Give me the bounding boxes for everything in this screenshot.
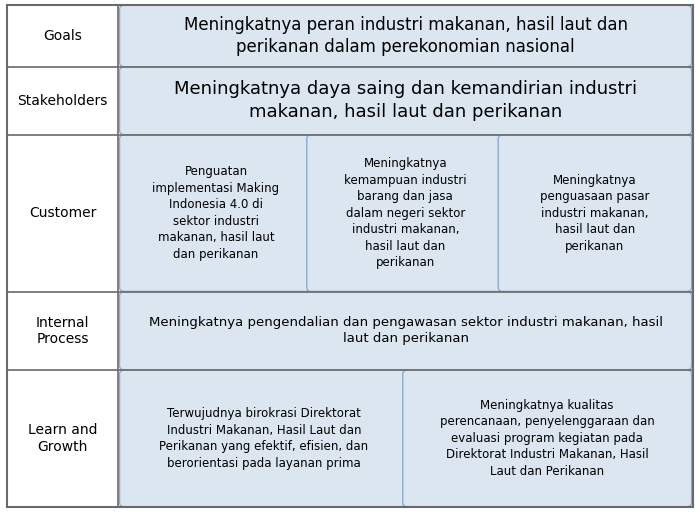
Text: Meningkatnya daya saing dan kemandirian industri
makanan, hasil laut dan perikan: Meningkatnya daya saing dan kemandirian … xyxy=(174,80,637,121)
Text: Meningkatnya peran industri makanan, hasil laut dan
perikanan dalam perekonomian: Meningkatnya peran industri makanan, has… xyxy=(183,15,628,56)
Text: Terwujudnya birokrasi Direktorat
Industri Makanan, Hasil Laut dan
Perikanan yang: Terwujudnya birokrasi Direktorat Industr… xyxy=(160,407,368,470)
FancyBboxPatch shape xyxy=(120,5,692,67)
Text: Meningkatnya
penguasaan pasar
industri makanan,
hasil laut dan
perikanan: Meningkatnya penguasaan pasar industri m… xyxy=(540,174,650,252)
Text: Meningkatnya
kemampuan industri
barang dan jasa
dalam negeri sektor
industri mak: Meningkatnya kemampuan industri barang d… xyxy=(344,157,467,269)
Text: Internal
Process: Internal Process xyxy=(36,315,90,346)
Text: Customer: Customer xyxy=(29,206,97,220)
Text: Stakeholders: Stakeholders xyxy=(18,94,108,108)
Text: Meningkatnya pengendalian dan pengawasan sektor industri makanan, hasil
laut dan: Meningkatnya pengendalian dan pengawasan… xyxy=(148,316,663,346)
FancyBboxPatch shape xyxy=(120,67,692,135)
FancyBboxPatch shape xyxy=(120,135,312,291)
FancyBboxPatch shape xyxy=(498,135,692,291)
FancyBboxPatch shape xyxy=(402,370,692,507)
Text: Learn and
Growth: Learn and Growth xyxy=(28,423,97,454)
Text: Goals: Goals xyxy=(43,29,82,43)
FancyBboxPatch shape xyxy=(120,370,408,507)
Text: Meningkatnya kualitas
perencanaan, penyelenggaraan dan
evaluasi program kegiatan: Meningkatnya kualitas perencanaan, penye… xyxy=(440,399,654,478)
Text: Penguatan
implementasi Making
Indonesia 4.0 di
sektor industri
makanan, hasil la: Penguatan implementasi Making Indonesia … xyxy=(153,165,279,261)
FancyBboxPatch shape xyxy=(307,135,504,291)
FancyBboxPatch shape xyxy=(120,291,692,370)
